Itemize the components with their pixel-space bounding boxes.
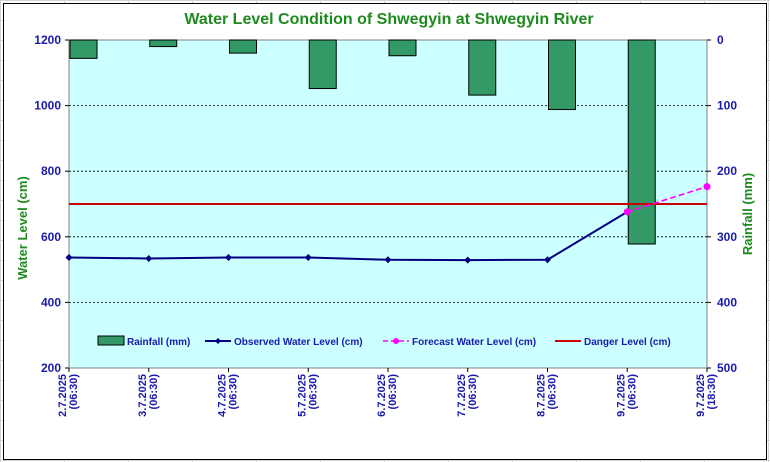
observed-water-level-line — [68, 211, 628, 262]
right-tick-label: 200 — [717, 164, 737, 178]
x-tick-label: 9.7.2025(18:30) — [695, 374, 718, 417]
forecast-point — [623, 208, 631, 216]
observed-point — [145, 254, 153, 262]
forecast-water-level-line — [627, 185, 708, 213]
rainfall-bar — [308, 39, 337, 90]
left-tick-label: 1200 — [34, 33, 61, 47]
x-tick-label: 7.7.2025(06:30) — [456, 374, 479, 417]
observed-point — [304, 253, 312, 261]
observed-point — [225, 253, 232, 261]
observed-point — [65, 253, 73, 261]
x-tick-label: 3.7.2025(06:30) — [137, 374, 160, 417]
observed-point — [464, 256, 472, 264]
observed-point — [384, 256, 392, 264]
left-axis-title: Water Level (cm) — [15, 176, 30, 280]
observed-point — [544, 256, 551, 264]
right-axis-ticks: 0 100 200 300 400 500 — [707, 33, 737, 375]
left-tick-label: 1000 — [34, 99, 61, 113]
x-tick-label: 6.7.2025(06:30) — [376, 374, 399, 417]
legend-label: Forecast Water Level (cm) — [412, 337, 536, 348]
legend-observed-marker — [215, 338, 221, 344]
x-tick-label: 8.7.2025(06:30) — [536, 374, 559, 417]
left-tick-label: 400 — [41, 295, 61, 309]
x-tick-label: 4.7.2025(06:30) — [217, 374, 240, 417]
forecast-point — [703, 183, 711, 191]
legend-forecast-marker — [393, 338, 399, 344]
rainfall-bar — [548, 39, 576, 111]
series-lines — [65, 183, 711, 264]
rainfall-bar — [69, 39, 98, 59]
legend-label: Rainfall (mm) — [127, 337, 190, 348]
x-tick-label: 5.7.2025(06:30) — [296, 374, 319, 417]
chart-title: Water Level Condition of Shwegyin at Shw… — [184, 11, 593, 28]
legend-label: Observed Water Level (cm) — [234, 337, 363, 348]
x-tick-label: 9.7.2025(06:30) — [615, 374, 638, 417]
right-tick-label: 0 — [717, 33, 724, 47]
legend-label: Danger Level (cm) — [584, 337, 671, 348]
right-tick-label: 100 — [717, 99, 737, 113]
right-axis-title: Rainfall (mm) — [740, 173, 755, 255]
legend-rainfall-swatch — [97, 335, 125, 346]
rainfall-bar — [627, 39, 656, 245]
chart-legend: Rainfall (mm) Observed Water Level (cm) Fo… — [97, 335, 671, 348]
rainfall-bar — [149, 39, 178, 48]
left-axis-ticks: 1200 1000 800 600 400 200 — [34, 33, 69, 375]
left-tick-label: 200 — [41, 361, 61, 375]
right-tick-label: 400 — [717, 295, 737, 309]
right-tick-label: 300 — [717, 230, 737, 244]
right-tick-label: 500 — [717, 361, 737, 375]
rainfall-bar — [229, 39, 257, 54]
x-axis-ticks: 2.7.2025(06:30) 3.7.2025(06:30) 4.7.2025(0… — [57, 368, 718, 417]
left-tick-label: 600 — [41, 230, 61, 244]
x-tick-label: 2.7.2025(06:30) — [57, 374, 80, 417]
rainfall-bar — [388, 39, 417, 57]
left-tick-label: 800 — [41, 164, 61, 178]
rainfall-bar — [468, 39, 497, 96]
